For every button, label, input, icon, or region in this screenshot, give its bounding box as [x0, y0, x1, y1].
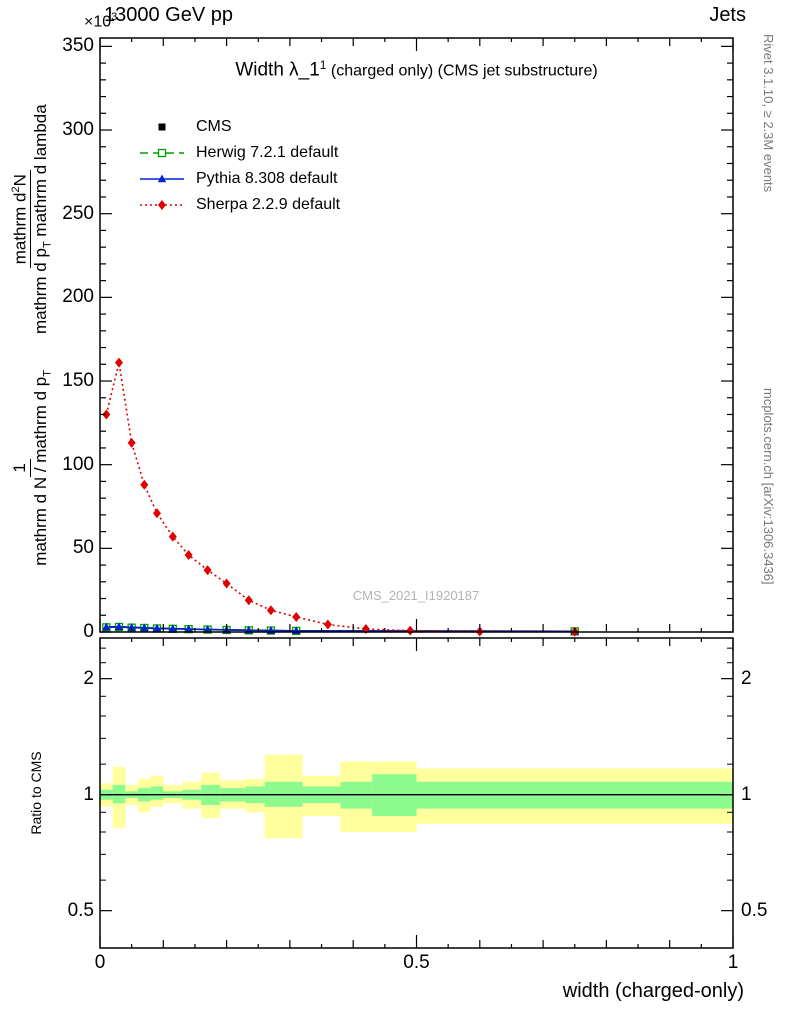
ratio-y-tick-label-right: 1 — [741, 783, 752, 805]
ratio-panel-frame — [99, 637, 734, 949]
mcplots-reference-note: mcplots.cern.ch [arXiv:1306.3436] — [761, 388, 776, 585]
legend-marker-open-square-icon — [140, 148, 184, 158]
ratio-y-tick-label-right: 2 — [741, 667, 752, 689]
main-y-tick-label: 350 — [62, 35, 94, 57]
x-tick-label: 0.5 — [403, 952, 430, 973]
main-y-tick-label: 100 — [62, 453, 94, 475]
main-panel-frame — [99, 37, 734, 633]
series-marker-sherpa-2-2-9-default — [222, 578, 231, 589]
series-marker-sherpa-2-2-9-default — [292, 611, 301, 622]
legend-marker-diamond-icon — [140, 200, 184, 210]
plot-title: Width λ_11 (charged only) (CMS jet subst… — [235, 58, 598, 81]
ratio-band-inner — [150, 786, 164, 800]
ratio-y-tick-label-left: 2 — [83, 667, 94, 689]
main-y-tick-label: 200 — [62, 286, 94, 308]
legend-marker-square-icon — [158, 123, 166, 131]
main-y-tick-label: 150 — [62, 370, 94, 391]
legend-item-3: Pythia 8.308 default — [138, 166, 340, 192]
x-tick-label: 1 — [727, 952, 739, 973]
legend-item-label: Sherpa 2.2.9 default — [196, 196, 341, 213]
main-y-tick-label: 50 — [72, 537, 94, 559]
legend-marker-triangle-icon — [140, 174, 184, 183]
series-marker-sherpa-2-2-9-default — [406, 625, 415, 636]
watermark: CMS_2021_I1920187 — [352, 588, 480, 603]
main-y-tick-label: 300 — [62, 119, 94, 141]
legend-item-4: Sherpa 2.2.9 default — [138, 192, 340, 218]
legend-marker-glyph — [158, 123, 166, 131]
series-marker-pythia-8-308-default — [184, 624, 193, 633]
legend-item-label: Herwig 7.2.1 default — [196, 144, 339, 161]
series-marker-sherpa-2-2-9-default — [244, 595, 253, 606]
ratio-axis-label: Ratio to CMS — [28, 751, 44, 835]
legend-item-2: Herwig 7.2.1 default — [138, 140, 340, 166]
beam-energy-label: 13000 GeV pp — [104, 4, 233, 26]
series-marker-sherpa-2-2-9-default — [203, 565, 212, 576]
legend-marker-glyph — [158, 200, 166, 210]
x-axis-label: width (charged-only) — [562, 980, 744, 1002]
series-marker-sherpa-2-2-9-default — [266, 605, 275, 616]
series-marker-sherpa-2-2-9-default — [127, 437, 136, 448]
ratio-y-tick-label-left: 1 — [83, 783, 94, 805]
series-marker-sherpa-2-2-9-default — [152, 508, 161, 519]
series-marker-pythia-8-308-default — [114, 622, 124, 631]
series-marker-pythia-8-308-default — [152, 623, 162, 632]
series-marker-pythia-8-308-default — [127, 622, 136, 631]
analysis-group-label: Jets — [709, 4, 746, 26]
legend-item-label: Pythia 8.308 default — [196, 170, 338, 187]
y-axis-label-fraction-2: mathrm d2N mathrm d pT mathrm d lambda — [9, 104, 54, 335]
legend: CMS Herwig 7.2.1 default Pythia 8.308 defa… — [138, 114, 340, 218]
y-axis-label-fraction-1: 1 mathrm d N / mathrm d pT — [10, 370, 54, 566]
x-tick-label: 0 — [94, 952, 106, 973]
series-marker-pythia-8-308-default — [140, 623, 149, 632]
series-marker-pythia-8-308-default — [203, 624, 212, 633]
series-marker-sherpa-2-2-9-default — [168, 531, 177, 542]
y-axis-scale-label: ×103 — [84, 11, 118, 31]
legend-item-label: CMS — [196, 118, 232, 135]
main-y-tick-label: 0 — [83, 621, 94, 642]
ratio-y-tick-label-right: 0.5 — [741, 899, 768, 921]
series-marker-pythia-8-308-default — [168, 624, 177, 633]
series-marker-sherpa-2-2-9-default — [114, 357, 123, 368]
legend-marker-glyph — [157, 148, 167, 158]
series-marker-sherpa-2-2-9-default — [102, 409, 111, 420]
ratio-y-tick-label-left: 0.5 — [67, 899, 94, 921]
main-y-tick-label: 250 — [62, 202, 94, 224]
series-marker-sherpa-2-2-9-default — [323, 619, 332, 630]
legend-item-1: CMS — [138, 114, 340, 140]
series-marker-sherpa-2-2-9-default — [184, 550, 193, 561]
legend-marker-glyph — [157, 174, 167, 183]
rivet-version-note: Rivet 3.1.10, ≥ 2.3M events — [761, 34, 776, 193]
series-marker-sherpa-2-2-9-default — [140, 479, 149, 490]
series-marker-pythia-8-308-default — [102, 622, 111, 631]
